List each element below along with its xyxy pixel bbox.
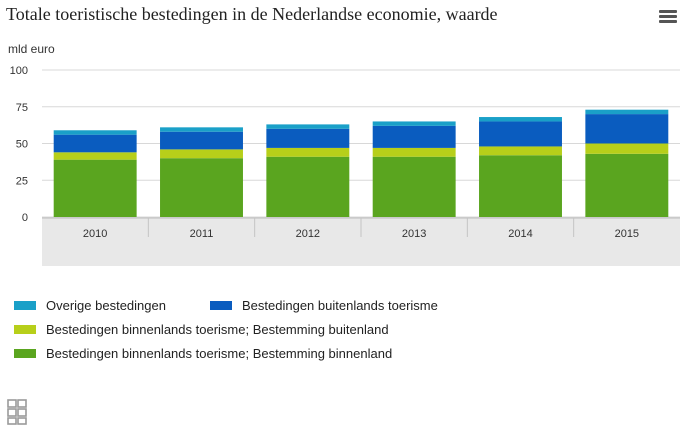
legend-swatch — [14, 325, 36, 334]
bar-segment[interactable] — [585, 109, 669, 115]
y-tick-label: 0 — [22, 212, 28, 224]
legend-label: Bestedingen binnenlands toerisme; Bestem… — [46, 346, 393, 361]
bar-segment[interactable] — [266, 124, 350, 129]
bar-segment[interactable] — [53, 130, 137, 135]
x-tick-label: 2014 — [508, 228, 532, 240]
y-tick-label: 100 — [10, 65, 28, 77]
bar-segment[interactable] — [53, 159, 137, 217]
legend-item-binnenlands-binnenland[interactable]: Bestedingen binnenlands toerisme; Bestem… — [14, 346, 392, 361]
bar-segment[interactable] — [372, 147, 456, 157]
x-tick-label: 2015 — [615, 228, 639, 240]
bar-segment[interactable] — [160, 149, 243, 159]
bar-segment[interactable] — [585, 153, 669, 217]
legend-item-overige[interactable]: Overige bestedingen — [14, 298, 166, 313]
bar-segment[interactable] — [479, 155, 562, 217]
bar-segment[interactable] — [266, 156, 350, 217]
cbs-logo-icon — [7, 399, 27, 425]
legend-swatch — [14, 301, 36, 310]
bar-segment[interactable] — [372, 156, 456, 217]
bar-segment[interactable] — [53, 134, 137, 153]
y-tick-label: 50 — [16, 139, 28, 151]
bar-segment[interactable] — [479, 121, 562, 147]
legend-label: Overige bestedingen — [46, 298, 166, 313]
y-tick-label: 75 — [16, 102, 28, 114]
x-tick-label: 2012 — [296, 228, 320, 240]
x-tick-label: 2013 — [402, 228, 426, 240]
legend-swatch — [210, 301, 232, 310]
hamburger-menu-icon[interactable] — [659, 10, 677, 24]
bar-segment[interactable] — [160, 158, 243, 217]
legend-item-binnenlands-buitenland[interactable]: Bestedingen binnenlands toerisme; Bestem… — [14, 322, 389, 337]
x-tick-label: 2010 — [83, 228, 107, 240]
bar-segment[interactable] — [160, 131, 243, 150]
x-tick-label: 2011 — [190, 228, 214, 240]
chart-title: Totale toeristische bestedingen in de Ne… — [6, 4, 498, 24]
bar-segment[interactable] — [266, 147, 350, 157]
bar-segment[interactable] — [585, 143, 669, 154]
legend-label: Bestedingen binnenlands toerisme; Bestem… — [46, 322, 389, 337]
bar-segment[interactable] — [266, 128, 350, 148]
stacked-bar-chart: 0 25 50 75 100 2010 2011 2012 2013 2014 2015 — [10, 65, 680, 266]
legend-label: Bestedingen buitenlands toerisme — [242, 298, 438, 313]
bar-segment[interactable] — [585, 114, 669, 144]
legend-swatch — [14, 349, 36, 358]
bar-segment[interactable] — [372, 125, 456, 148]
y-tick-label: 25 — [16, 175, 28, 187]
legend-item-buitenlands[interactable]: Bestedingen buitenlands toerisme — [210, 298, 438, 313]
bar-segment[interactable] — [53, 152, 137, 160]
bar-segment[interactable] — [160, 127, 243, 132]
bar-segment[interactable] — [372, 121, 456, 126]
bar-segment[interactable] — [479, 146, 562, 156]
y-axis-unit-label: mld euro — [8, 42, 55, 56]
bar-segment[interactable] — [479, 117, 562, 122]
